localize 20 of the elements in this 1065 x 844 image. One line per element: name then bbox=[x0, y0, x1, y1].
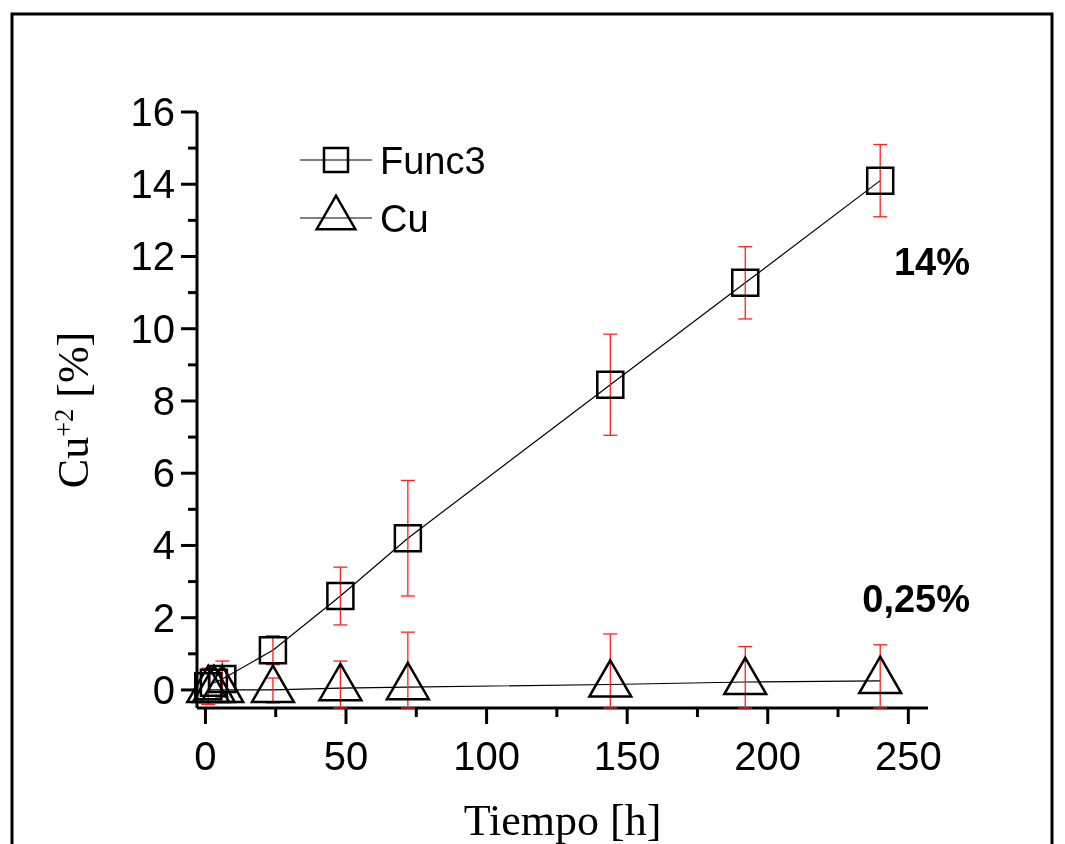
x-tick-label: 200 bbox=[734, 734, 802, 778]
y-tick-label: 4 bbox=[152, 523, 175, 568]
x-tick-label: 150 bbox=[593, 734, 661, 778]
y-tick-label: 14 bbox=[130, 162, 175, 207]
x-tick-label: 100 bbox=[453, 734, 520, 778]
legend-label: Func3 bbox=[380, 140, 486, 182]
x-tick-label: 250 bbox=[874, 734, 942, 778]
y-tick-label: 0 bbox=[152, 667, 175, 712]
x-tick-label: 0 bbox=[194, 734, 217, 778]
x-axis-title: Tiempo [h] bbox=[463, 796, 662, 844]
y-tick-label: 2 bbox=[152, 595, 175, 640]
annotation: 0,25% bbox=[862, 578, 970, 620]
legend-label: Cu bbox=[380, 198, 429, 240]
y-tick-label: 12 bbox=[130, 234, 175, 279]
annotation: 14% bbox=[893, 241, 970, 283]
y-tick-label: 16 bbox=[130, 90, 175, 134]
y-tick-label: 6 bbox=[152, 451, 175, 496]
y-tick-label: 8 bbox=[152, 378, 175, 423]
y-tick-label: 10 bbox=[130, 306, 175, 351]
x-tick-label: 50 bbox=[323, 734, 369, 778]
